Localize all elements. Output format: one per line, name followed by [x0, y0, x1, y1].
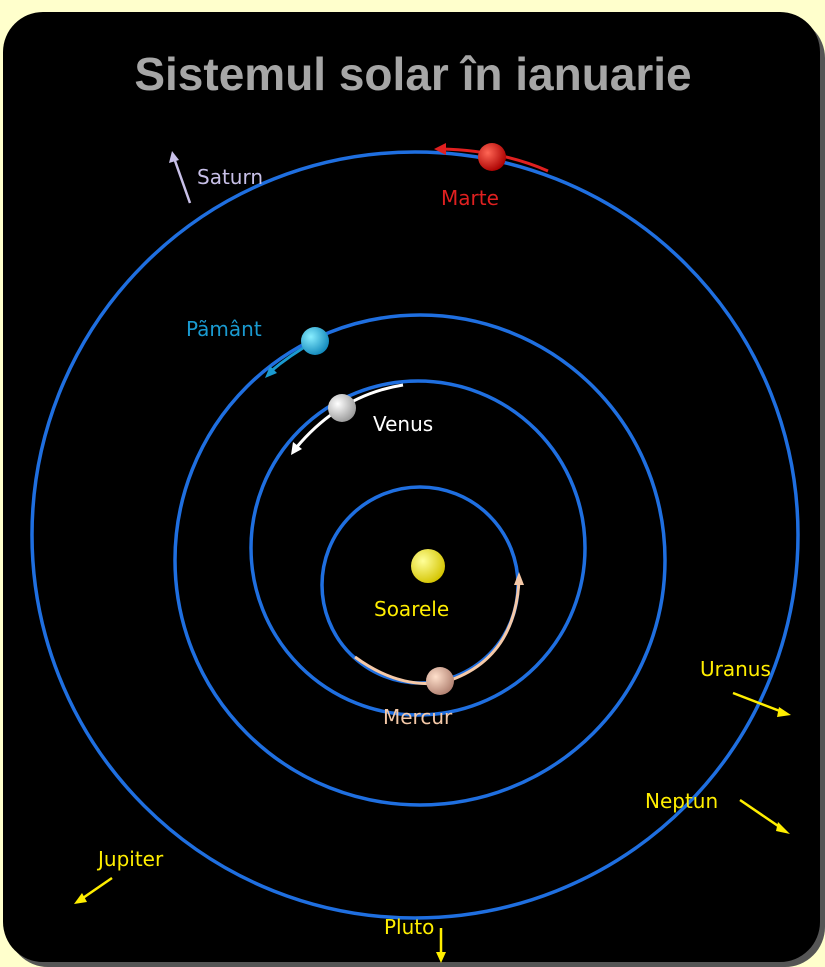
- orbit-venus: [249, 379, 587, 717]
- saturn-head: [169, 151, 179, 163]
- orbit-earth: [173, 313, 667, 807]
- earth-arrow: [265, 366, 277, 378]
- outer-arrows: [74, 151, 791, 963]
- orbit-mars: [30, 150, 800, 920]
- saturn-arrow: [172, 157, 192, 204]
- jupiter-head: [74, 893, 87, 904]
- label-venus: Venus: [373, 412, 433, 436]
- label-earth: Pãmânt: [186, 317, 262, 341]
- uranus-head: [777, 707, 791, 717]
- label-mercury: Mercur: [383, 705, 453, 729]
- planet-earth: [301, 327, 329, 355]
- label-mars: Marte: [441, 186, 499, 210]
- label-neptune: Neptun: [645, 789, 718, 813]
- planet-mars: [478, 143, 506, 171]
- neptune-head: [776, 822, 790, 834]
- neptune-arrow: [739, 798, 785, 832]
- planet-mercury: [426, 667, 454, 695]
- mars-arrow: [434, 143, 446, 155]
- mercury-arrow: [514, 572, 524, 585]
- label-jupiter: Jupiter: [96, 847, 164, 871]
- label-pluto: Pluto: [384, 915, 434, 939]
- label-uranus: Uranus: [700, 657, 771, 681]
- pluto-head: [436, 952, 446, 963]
- planet-venus: [328, 394, 356, 422]
- label-sun: Soarele: [374, 597, 449, 621]
- venus-arrow: [291, 442, 302, 455]
- sun: [411, 549, 445, 583]
- label-saturn: Saturn: [197, 165, 263, 189]
- uranus-arrow: [732, 691, 786, 715]
- jupiter-arrow: [79, 876, 113, 902]
- title: Sistemul solar în ianuarie: [134, 48, 691, 100]
